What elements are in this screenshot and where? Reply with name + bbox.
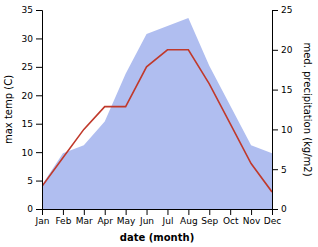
y-axis: 0 5 10 15 20 25 30 35 — [22, 5, 43, 214]
line — [42, 50, 272, 192]
axis-line — [36, 11, 43, 210]
tick-mark — [36, 124, 42, 125]
tick: 15 — [22, 119, 42, 129]
tick-mark — [36, 209, 42, 210]
tick-label: 25 — [22, 62, 33, 72]
tick-label: Oct — [223, 216, 239, 226]
chart: JanFebMarAprMayJunJulAugSepOctNovDec0510… — [0, 0, 318, 247]
tick-label: Mar — [76, 216, 93, 226]
tick-mark — [272, 50, 278, 51]
tick-label: May — [117, 216, 136, 226]
x-axis-title: date (month) — [120, 232, 194, 243]
tick: Aug — [180, 209, 198, 226]
tick-mark — [230, 209, 231, 215]
tick-label: 10 — [22, 148, 34, 158]
tick: Mar — [76, 209, 93, 226]
tick: 15 — [272, 85, 292, 95]
tick: May — [117, 209, 136, 226]
tick-mark — [209, 209, 210, 215]
tick: 20 — [272, 45, 293, 55]
tick-mark — [272, 10, 278, 11]
tick-label: 0 — [281, 204, 287, 214]
tick-label: 10 — [281, 125, 293, 135]
tick: 35 — [22, 5, 42, 15]
y2-axis-title: med. precipitation (kg/m2) — [302, 42, 313, 176]
tick: 5 — [27, 176, 42, 186]
tick-mark — [63, 209, 64, 215]
tick-mark — [126, 209, 127, 215]
tick-label: Jan — [35, 216, 50, 226]
tick-mark — [36, 10, 42, 11]
tick-mark — [272, 90, 278, 91]
tick-label: 25 — [281, 5, 292, 15]
tick-label: Jul — [162, 216, 174, 226]
tick-label: 5 — [281, 165, 287, 175]
axis-line — [43, 210, 273, 216]
tick: Oct — [223, 209, 239, 226]
tick-label: 15 — [22, 119, 33, 129]
tick: Jun — [139, 209, 154, 226]
tick-mark — [36, 38, 42, 39]
tick: 0 — [272, 204, 287, 214]
y-axis-title: max temp (C) — [3, 75, 14, 144]
tick: Feb — [55, 209, 71, 226]
tick: 10 — [22, 148, 42, 158]
tick-mark — [105, 209, 106, 215]
tick-mark — [272, 129, 278, 130]
tick-mark — [188, 209, 189, 215]
tick-label: Aug — [180, 216, 198, 226]
tick: Apr — [97, 209, 113, 226]
tick: Nov — [243, 209, 261, 226]
tick: 25 — [272, 5, 292, 15]
tick: 5 — [272, 165, 287, 175]
tick: Jul — [162, 209, 174, 226]
y2-axis: 0 5 10 15 20 25 — [272, 5, 293, 214]
tick-label: 30 — [22, 34, 34, 44]
tick-mark — [36, 95, 42, 96]
tick-label: Sep — [201, 216, 218, 226]
tick-mark — [167, 209, 168, 215]
tick-label: Jun — [139, 216, 154, 226]
tick: Jan — [35, 209, 50, 226]
tick-mark — [272, 169, 278, 170]
tick: 20 — [22, 91, 42, 101]
tick: 30 — [22, 34, 42, 44]
x-axis: Jan Feb Mar Apr MayJun Jul AugSep Oct NovDec — [35, 209, 282, 226]
marks — [42, 18, 272, 209]
tick: 25 — [22, 62, 42, 72]
tick: 0 — [27, 204, 42, 214]
tick-label: Apr — [97, 216, 113, 226]
tick-label: 35 — [22, 5, 33, 15]
tick-label: Feb — [55, 216, 71, 226]
tick-label: 20 — [281, 45, 293, 55]
tick-mark — [272, 209, 278, 210]
tick-mark — [36, 67, 42, 68]
axis-line — [273, 11, 279, 210]
tick-mark — [36, 181, 42, 182]
tick: Dec — [264, 209, 281, 226]
plot-area: JanFebMarAprMayJunJulAugSepOctNovDec0510… — [3, 5, 313, 243]
tick-mark — [84, 209, 85, 215]
tick-label: Dec — [264, 216, 281, 226]
tick: 10 — [272, 125, 293, 135]
tick-label: 5 — [27, 176, 33, 186]
tick-mark — [251, 209, 252, 215]
area — [42, 18, 272, 209]
tick-label: Nov — [243, 216, 261, 226]
tick-label: 0 — [27, 204, 33, 214]
tick-mark — [147, 209, 148, 215]
tick-mark — [36, 152, 42, 153]
tick-label: 15 — [281, 85, 292, 95]
tick-label: 20 — [22, 91, 34, 101]
tick: Sep — [201, 209, 218, 226]
chart-container: JanFebMarAprMayJunJulAugSepOctNovDec0510… — [0, 0, 318, 247]
